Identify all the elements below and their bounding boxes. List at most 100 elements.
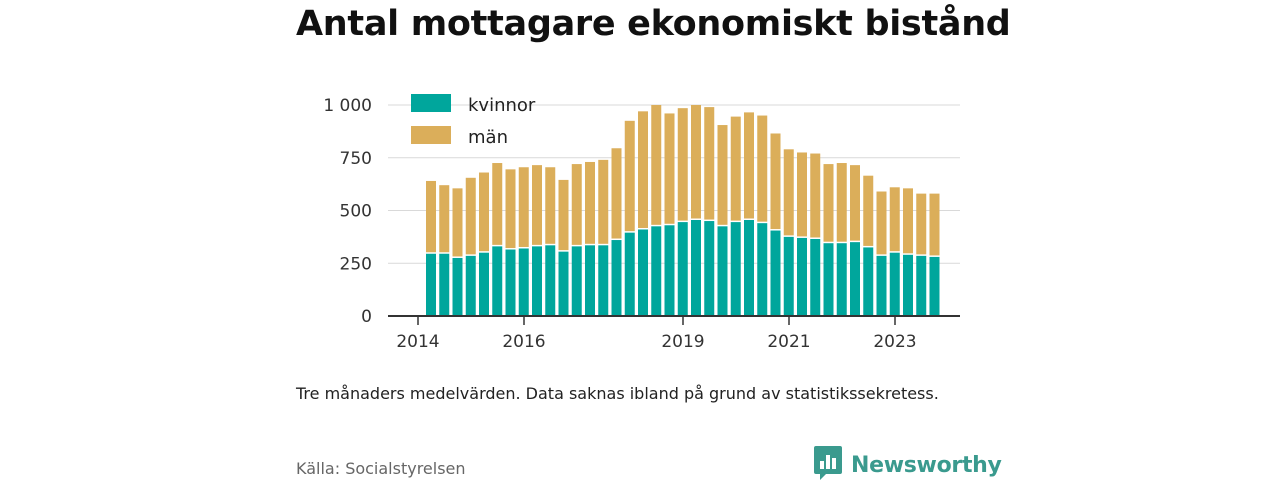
- bar-man: [903, 188, 913, 254]
- x-tick-label: 2014: [396, 332, 439, 352]
- bar-man: [717, 125, 728, 225]
- bar-kvinnor: [770, 230, 781, 316]
- bar-man: [876, 191, 887, 255]
- legend-label-man: män: [468, 127, 508, 148]
- y-tick-label: 500: [340, 202, 372, 222]
- bar-kvinnor: [797, 237, 807, 316]
- bar-man: [558, 179, 569, 251]
- bar-man: [585, 161, 595, 244]
- bar-man: [598, 159, 609, 244]
- bars: [426, 105, 940, 316]
- bar-kvinnor: [783, 236, 794, 316]
- bar-man: [545, 167, 556, 244]
- bar-kvinnor: [916, 255, 927, 316]
- brand-name: Newsworthy: [851, 452, 1002, 478]
- bar-kvinnor: [638, 229, 648, 316]
- bar-kvinnor: [691, 219, 701, 316]
- legend-swatch-man: [411, 126, 451, 144]
- bar-kvinnor: [730, 222, 741, 316]
- bar-man: [929, 193, 940, 256]
- bar-kvinnor: [452, 257, 463, 316]
- bar-man: [518, 167, 529, 247]
- x-axis: 2014 2016 2019 2021 2023: [388, 315, 960, 352]
- bar-man: [439, 185, 450, 253]
- bar-man: [797, 152, 807, 237]
- bar-man: [492, 163, 503, 245]
- bar-kvinnor: [598, 245, 609, 316]
- bar-kvinnor: [836, 243, 847, 316]
- bar-kvinnor: [664, 225, 675, 316]
- bar-kvinnor: [889, 252, 900, 316]
- chart-note: Tre månaders medelvärden. Data saknas ib…: [296, 384, 939, 403]
- bar-man: [889, 187, 900, 252]
- bar-man: [691, 105, 701, 219]
- x-tick-label: 2021: [767, 332, 810, 352]
- bar-kvinnor: [850, 242, 860, 316]
- bar-man: [783, 149, 794, 236]
- bar-man: [744, 112, 754, 219]
- bar-kvinnor: [518, 248, 529, 316]
- brand-logo[interactable]: Newsworthy: [814, 446, 1002, 484]
- bar-man: [465, 177, 476, 255]
- bar-kvinnor: [651, 226, 662, 316]
- legend-swatch-kvinnor: [411, 94, 451, 112]
- y-axis-ticks: 0 250 500 750 1 000: [323, 96, 372, 327]
- bar-man: [863, 175, 874, 246]
- bar-man: [452, 188, 463, 257]
- bar-man: [505, 169, 516, 249]
- bar-kvinnor: [823, 243, 834, 316]
- bar-kvinnor: [532, 246, 542, 316]
- bar-kvinnor: [479, 252, 489, 316]
- bar-man: [730, 116, 741, 221]
- bar-kvinnor: [585, 245, 595, 316]
- x-tick-label: 2023: [873, 332, 916, 352]
- bar-man: [916, 193, 927, 255]
- bar-kvinnor: [744, 219, 754, 316]
- bar-man: [532, 165, 542, 245]
- bar-kvinnor: [677, 222, 688, 316]
- legend: kvinnor män: [411, 94, 536, 148]
- y-tick-label: 750: [340, 149, 372, 169]
- bar-kvinnor: [757, 223, 768, 316]
- bar-man: [823, 164, 834, 242]
- bar-kvinnor: [439, 253, 450, 316]
- bar-man: [638, 111, 648, 228]
- bar-kvinnor: [929, 256, 940, 316]
- bar-man: [850, 165, 860, 241]
- legend-label-kvinnor: kvinnor: [468, 95, 536, 116]
- bar-man: [810, 153, 821, 238]
- bar-kvinnor: [492, 246, 503, 316]
- bar-man: [479, 172, 489, 252]
- bar-man: [757, 115, 768, 222]
- bar-kvinnor: [810, 238, 821, 316]
- bar-man: [770, 133, 781, 230]
- y-tick-label: 250: [340, 254, 372, 274]
- bar-kvinnor: [624, 232, 635, 316]
- y-tick-label: 0: [361, 307, 372, 327]
- stacked-bar-chart: 0 250 500 750 1 000 2014 2016 2019 2021 2023 kvi…: [323, 94, 960, 352]
- bar-kvinnor: [611, 240, 622, 316]
- bar-kvinnor: [465, 255, 476, 316]
- bar-man: [426, 180, 436, 253]
- bar-kvinnor: [863, 247, 874, 316]
- bar-kvinnor: [717, 226, 728, 316]
- bar-man: [677, 108, 688, 221]
- bar-man: [651, 105, 662, 225]
- bar-man: [836, 163, 847, 242]
- source-label: Källa: Socialstyrelsen: [296, 459, 466, 478]
- bar-man: [571, 164, 582, 245]
- chart-title: Antal mottagare ekonomiskt bistånd: [296, 4, 1011, 44]
- x-tick-label: 2016: [502, 332, 545, 352]
- x-tick-label: 2019: [661, 332, 704, 352]
- newsworthy-logo-icon: [814, 446, 842, 484]
- bar-kvinnor: [704, 221, 715, 316]
- bar-kvinnor: [426, 253, 436, 316]
- bar-man: [664, 113, 675, 224]
- bar-kvinnor: [545, 245, 556, 316]
- bar-kvinnor: [876, 255, 887, 316]
- bar-kvinnor: [558, 251, 569, 316]
- bar-kvinnor: [571, 246, 582, 316]
- bar-kvinnor: [903, 254, 913, 316]
- bar-kvinnor: [505, 249, 516, 316]
- bar-man: [611, 148, 622, 239]
